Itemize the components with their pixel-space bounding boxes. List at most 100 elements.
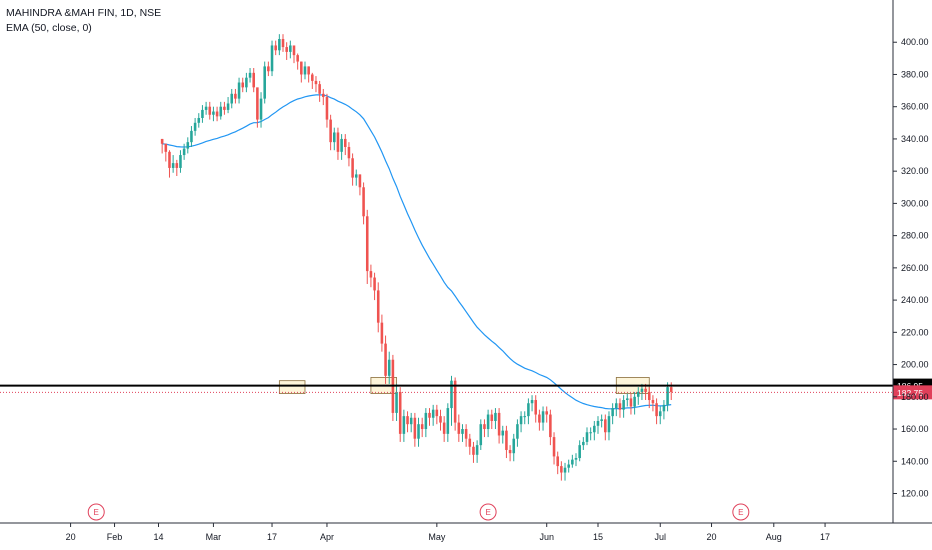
candle-body xyxy=(274,45,277,51)
candle-body xyxy=(417,424,420,439)
candle-body xyxy=(615,403,618,409)
candle-body xyxy=(604,419,607,433)
y-tick-label: 340.00 xyxy=(901,134,929,144)
candle-body xyxy=(230,93,234,104)
candle-body xyxy=(300,61,303,75)
candle-body xyxy=(365,216,369,272)
last-price-badge xyxy=(893,385,932,400)
candle-body xyxy=(541,411,545,423)
candle-body xyxy=(311,74,314,81)
earnings-marker xyxy=(732,503,750,521)
candle-body xyxy=(160,138,164,144)
candle-body xyxy=(527,403,530,417)
candle-body xyxy=(171,163,175,168)
candle-body xyxy=(307,66,310,75)
candle-body xyxy=(219,106,223,117)
candle-body xyxy=(281,39,285,48)
candle-body xyxy=(636,391,640,397)
candle-body xyxy=(245,77,248,88)
ema-50-line xyxy=(162,94,672,410)
candle-body xyxy=(267,66,270,72)
earnings-label: E xyxy=(738,508,743,517)
candle-body xyxy=(413,417,417,439)
candle-body xyxy=(318,84,321,94)
candle-body xyxy=(234,93,237,99)
candle-body xyxy=(655,403,658,417)
x-tick-label: Mar xyxy=(206,532,222,542)
last-price-label: 182.75 xyxy=(897,388,923,398)
candle-body xyxy=(611,408,614,417)
candle-body xyxy=(248,72,252,78)
y-tick-label: 320.00 xyxy=(901,166,929,176)
candle-body xyxy=(618,403,622,410)
candle-body xyxy=(395,391,398,413)
candle-body xyxy=(212,111,215,115)
candle-body xyxy=(483,424,486,430)
candle-body xyxy=(303,66,307,75)
x-tick-label: 20 xyxy=(66,532,76,542)
candle-body xyxy=(582,441,585,446)
candle-body xyxy=(182,148,186,156)
candle-body xyxy=(644,388,647,392)
y-tick-label: 300.00 xyxy=(901,198,929,208)
x-tick-label: 14 xyxy=(153,532,163,542)
symbol-title[interactable]: MAHINDRA &MAH FIN, 1D, NSE xyxy=(6,7,162,19)
candle-body xyxy=(226,103,230,110)
candle-body xyxy=(406,416,409,425)
candle-body xyxy=(501,430,505,436)
candle-body xyxy=(175,163,179,168)
candle-body xyxy=(241,82,245,88)
candle-body xyxy=(651,400,655,404)
candle-body xyxy=(358,174,362,188)
candle-body xyxy=(545,411,548,415)
candle-body xyxy=(505,430,508,450)
y-tick-label: 360.00 xyxy=(901,102,929,112)
candle-body xyxy=(490,414,494,421)
candle-body xyxy=(186,142,190,149)
candles xyxy=(160,34,673,481)
candle-body xyxy=(593,425,596,433)
candle-body xyxy=(516,424,519,439)
candle-body xyxy=(380,322,384,344)
candle-body xyxy=(292,45,296,56)
candle-body xyxy=(164,143,168,152)
candle-body xyxy=(208,106,212,115)
candle-body xyxy=(256,87,259,120)
candle-body xyxy=(472,446,475,455)
candle-body xyxy=(442,422,446,434)
candle-body xyxy=(662,404,666,412)
candle-body xyxy=(453,380,457,423)
candle-body xyxy=(479,424,483,446)
candle-body xyxy=(475,445,479,455)
candle-body xyxy=(523,416,527,418)
candle-body xyxy=(494,412,497,421)
candle-body xyxy=(629,398,633,407)
candle-body xyxy=(259,98,263,120)
candle-body xyxy=(424,412,428,430)
y-tick-label: 240.00 xyxy=(901,295,929,305)
candle-body xyxy=(622,400,625,410)
candle-body xyxy=(329,119,332,143)
candle-body xyxy=(574,458,578,460)
ema-indicator-label[interactable]: EMA (50, close, 0) xyxy=(6,22,92,34)
candle-body xyxy=(387,359,391,376)
candle-body xyxy=(578,445,581,459)
candle-body xyxy=(409,417,413,425)
candle-body xyxy=(314,80,318,85)
y-tick-label: 220.00 xyxy=(901,327,929,337)
candle-body xyxy=(607,416,611,433)
candle-body xyxy=(464,429,468,439)
candle-body xyxy=(278,39,281,51)
candle-body xyxy=(333,132,336,143)
candle-body xyxy=(193,122,197,131)
candle-body xyxy=(589,432,592,434)
candle-body xyxy=(552,437,556,457)
candle-body xyxy=(351,158,354,178)
y-tick-label: 180.00 xyxy=(901,392,929,402)
candle-body xyxy=(468,438,472,447)
candle-body xyxy=(201,109,204,118)
candle-body xyxy=(658,411,662,417)
